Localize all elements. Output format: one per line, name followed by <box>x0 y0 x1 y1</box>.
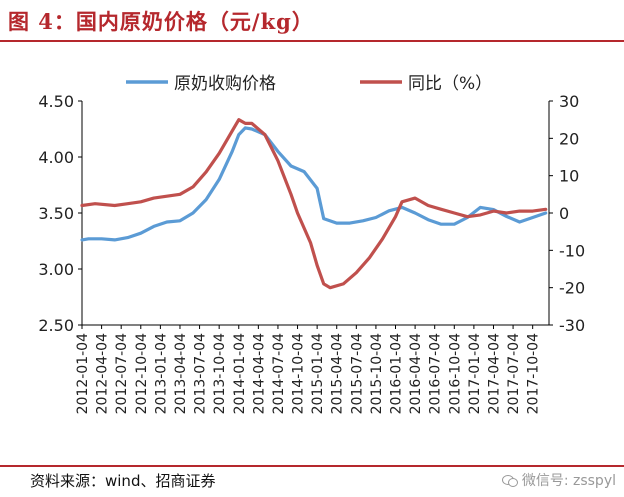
x-tick-label: 2015-04-04 <box>330 333 346 414</box>
x-tick-label: 2012-01-04 <box>75 333 91 414</box>
x-tick-label: 2014-07-04 <box>271 333 287 414</box>
right-tick-label: -10 <box>559 241 585 260</box>
x-tick-label: 2017-01-04 <box>467 333 483 414</box>
right-tick-label: 30 <box>559 92 579 111</box>
x-tick-label: 2017-10-04 <box>526 333 542 414</box>
right-tick-label: -30 <box>559 316 585 335</box>
x-tick-label: 2012-07-04 <box>114 333 130 414</box>
left-tick-label: 3.50 <box>38 204 74 223</box>
x-tick-label: 2016-10-04 <box>447 333 463 414</box>
x-tick-label: 2017-07-04 <box>506 333 522 414</box>
legend-label: 原奶收购价格 <box>174 74 276 94</box>
series-line <box>80 118 548 290</box>
x-tick-label: 2014-01-04 <box>232 333 248 414</box>
watermark: 微信号: zsspyl <box>501 470 616 490</box>
x-tick-label: 2015-01-04 <box>310 333 326 414</box>
x-tick-label: 2013-10-04 <box>212 333 228 414</box>
figure-title: 图 4：国内原奶价格（元/kg） <box>8 9 314 34</box>
x-tick-label: 2015-07-04 <box>349 333 365 414</box>
x-tick-label: 2015-10-04 <box>369 333 385 414</box>
x-tick-label: 2013-01-04 <box>153 333 169 414</box>
x-tick-label: 2016-07-04 <box>428 333 444 414</box>
x-tick-label: 2012-04-04 <box>95 333 111 414</box>
x-tick-label: 2016-04-04 <box>408 333 424 414</box>
right-tick-label: 0 <box>559 204 569 223</box>
series-line <box>80 126 548 242</box>
watermark-text: 微信号: zsspyl <box>521 473 616 489</box>
wechat-icon <box>501 473 518 487</box>
x-tick-label: 2014-04-04 <box>251 333 267 414</box>
right-tick-label: 10 <box>559 167 579 186</box>
left-tick-label: 2.50 <box>38 316 74 335</box>
source-note: 资料来源：wind、招商证券 <box>30 472 216 490</box>
x-tick-label: 2013-04-04 <box>173 333 189 414</box>
x-tick-label: 2017-04-04 <box>486 333 502 414</box>
x-tick-label: 2014-10-04 <box>291 333 307 414</box>
legend-label: 同比（%） <box>408 74 492 94</box>
right-tick-label: 20 <box>559 129 579 148</box>
left-tick-label: 3.00 <box>38 260 74 279</box>
footer-rule <box>0 465 624 467</box>
right-tick-label: -20 <box>559 279 585 298</box>
title-rule <box>0 40 624 42</box>
left-tick-label: 4.00 <box>38 148 74 167</box>
x-tick-label: 2016-01-04 <box>389 333 405 414</box>
x-tick-label: 2012-10-04 <box>134 333 150 414</box>
x-tick-label: 2013-07-04 <box>193 333 209 414</box>
left-tick-label: 4.50 <box>38 92 74 111</box>
